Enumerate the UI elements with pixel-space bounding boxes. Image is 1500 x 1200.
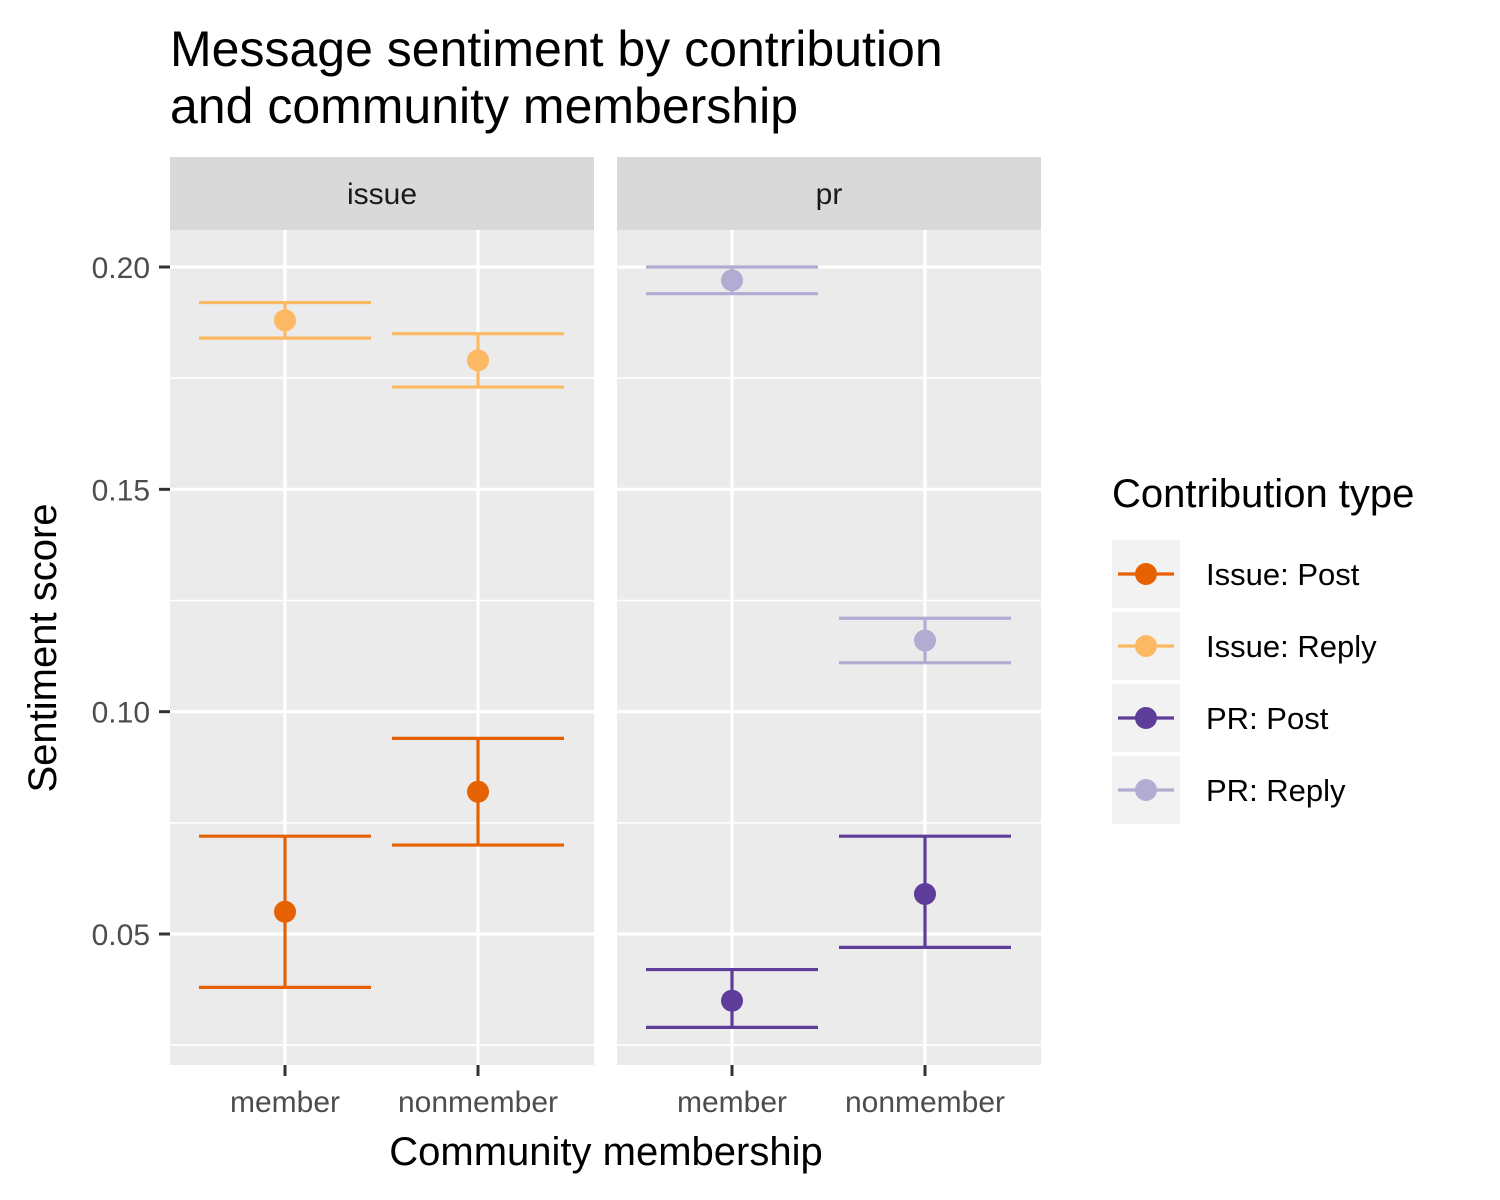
- x-tick-label-pr-nonmember: nonmember: [845, 1086, 1005, 1119]
- x-tick-label-issue-nonmember: nonmember: [398, 1086, 558, 1119]
- y-tick-label: 0.05: [92, 919, 150, 952]
- y-tick-label: 0.20: [92, 252, 150, 285]
- panel-background-pr: [617, 230, 1041, 1065]
- point-issue-post-member: [274, 900, 296, 923]
- x-tick-label-pr-member: member: [677, 1086, 787, 1119]
- legend-label: Issue: Reply: [1206, 629, 1377, 664]
- point-pr-post-nonmember: [914, 882, 936, 905]
- x-tick-label-issue-member: member: [230, 1086, 340, 1119]
- strip-label-issue: issue: [347, 178, 417, 211]
- point-pr-reply-nonmember: [914, 629, 936, 652]
- point-pr-reply-member: [721, 269, 743, 292]
- legend-key-point: [1135, 779, 1157, 801]
- legend-key-point: [1135, 563, 1157, 585]
- legend: Contribution type Issue: Post Issue: Reply…: [1112, 472, 1414, 824]
- x-axis: member nonmember member nonmember: [230, 1065, 1005, 1119]
- y-tick-label: 0.15: [92, 474, 150, 507]
- chart-title-line-1: Message sentiment by contribution: [170, 21, 943, 77]
- point-pr-post-member: [721, 989, 743, 1012]
- point-issue-post-nonmember: [467, 780, 489, 803]
- legend-label: PR: Reply: [1206, 773, 1346, 808]
- x-axis-title: Community membership: [389, 1130, 822, 1174]
- strip-issue: [170, 157, 594, 230]
- legend-key-point: [1135, 707, 1157, 729]
- panels-group: issue pr: [170, 157, 1041, 1065]
- y-axis-title: Sentiment score: [21, 503, 65, 792]
- point-issue-reply-nonmember: [467, 349, 489, 372]
- panel-background-issue: [170, 230, 594, 1065]
- strip-pr: [617, 157, 1041, 230]
- legend-title: Contribution type: [1112, 472, 1414, 516]
- y-tick-label: 0.10: [92, 697, 150, 730]
- point-issue-reply-member: [274, 309, 296, 332]
- strip-label-pr: pr: [816, 178, 843, 211]
- legend-key-point: [1135, 635, 1157, 657]
- legend-label: PR: Post: [1206, 701, 1329, 736]
- chart-title-line-2: and community membership: [170, 78, 799, 134]
- legend-label: Issue: Post: [1206, 557, 1360, 592]
- y-axis: 0.05 0.10 0.15 0.20: [92, 252, 170, 952]
